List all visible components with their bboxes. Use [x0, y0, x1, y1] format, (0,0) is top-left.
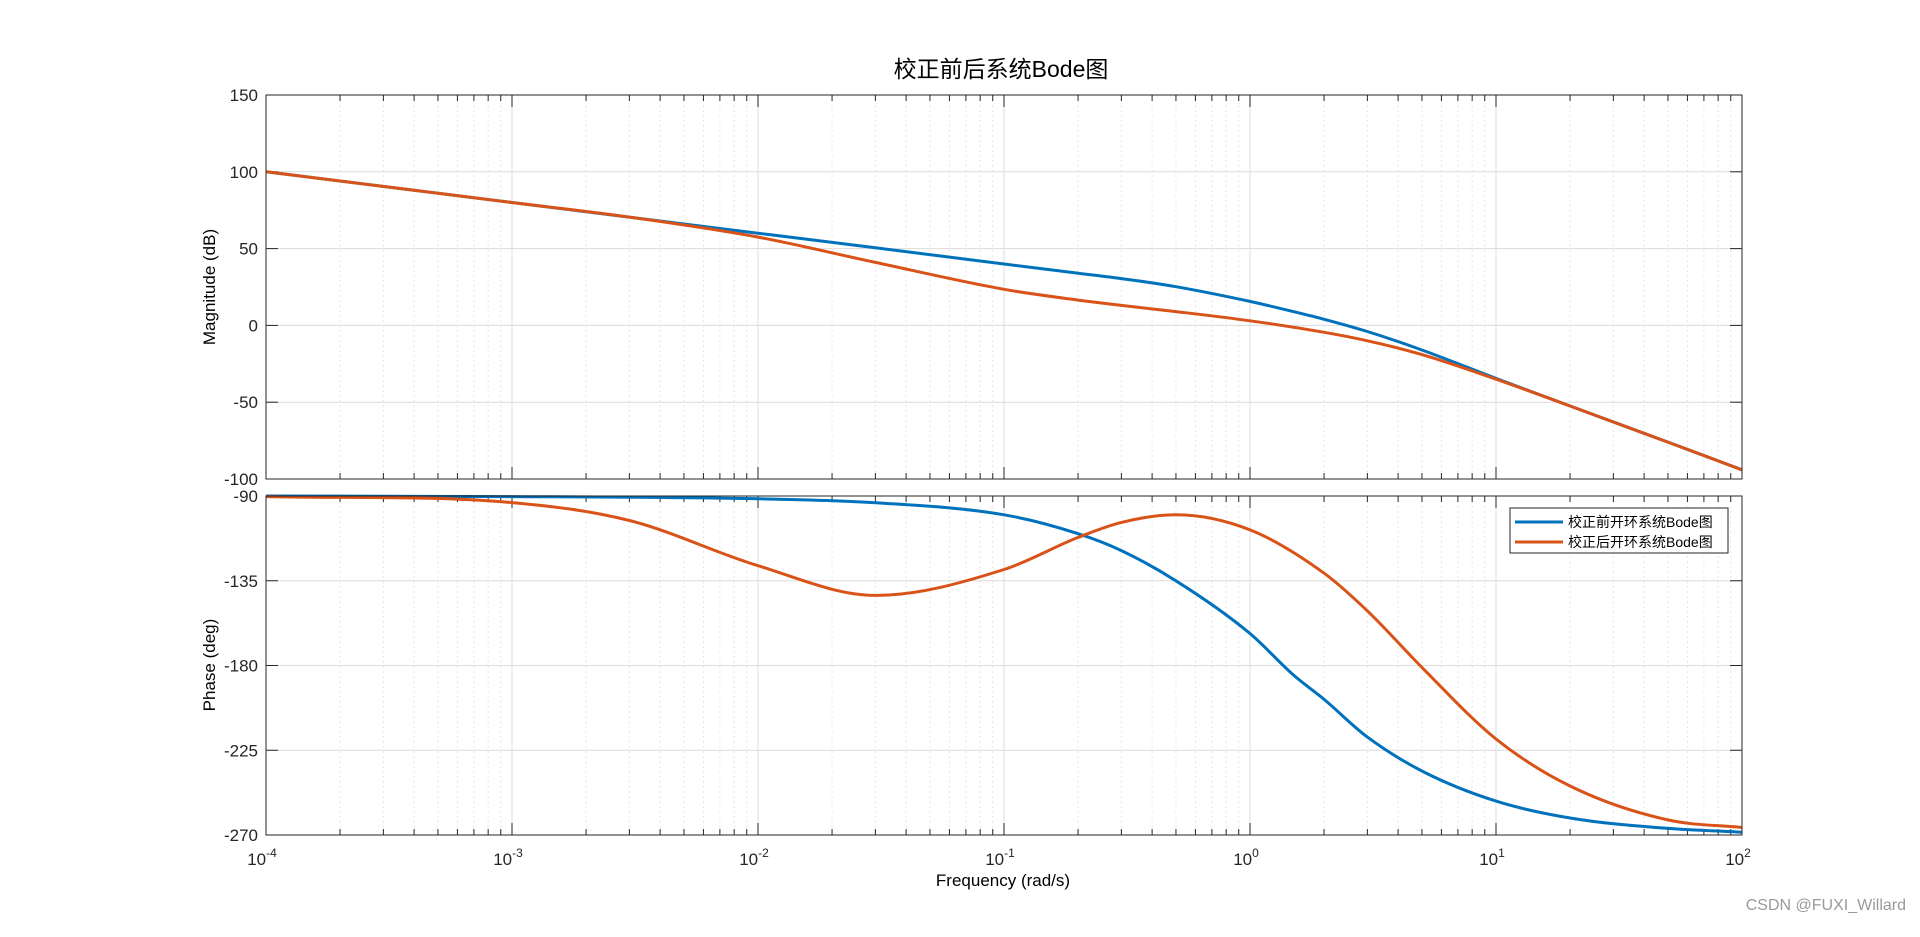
legend: 校正前开环系统Bode图 校正后开环系统Bode图 — [1509, 507, 1729, 554]
phase-line-series-1 — [265, 494, 1743, 834]
magnitude-axes-box — [265, 94, 1743, 480]
chart-title: 校正前后系统Bode图 — [894, 56, 1109, 82]
y-tick-label: -180 — [224, 657, 258, 676]
x-tick-label: 10-2 — [739, 846, 769, 869]
magnitude-y-axis-label: Magnitude (dB) — [200, 229, 219, 345]
phase-y-axis-label: Phase (deg) — [200, 619, 219, 712]
legend-label-series-1: 校正前开环系统Bode图 — [1568, 514, 1713, 530]
magnitude-line-series-2 — [265, 170, 1743, 472]
x-tick-label: 10-4 — [247, 846, 277, 869]
phase-y-tick-labels: -90 -135 -180 -225 -270 — [224, 487, 258, 845]
y-tick-label: 50 — [239, 240, 258, 259]
y-tick-label: -135 — [224, 572, 258, 591]
phase-axes-box — [265, 495, 1743, 836]
x-tick-labels: 10-4 10-3 10-2 10-1 100 101 102 — [247, 846, 1751, 869]
x-tick-label: 102 — [1725, 846, 1751, 869]
x-tick-label: 10-3 — [493, 846, 523, 869]
magnitude-plot: 150 100 50 0 -50 -100 Magnitude (dB) — [200, 86, 1743, 489]
y-tick-label: -100 — [224, 470, 258, 489]
legend-label-series-2: 校正后开环系统Bode图 — [1568, 534, 1713, 550]
x-tick-label: 10-1 — [985, 846, 1015, 869]
y-tick-label: 0 — [249, 316, 258, 335]
watermark: CSDN @FUXI_Willard — [1745, 897, 1906, 914]
legend-box — [1509, 507, 1729, 554]
x-tick-label: 100 — [1233, 846, 1259, 869]
y-tick-label: -50 — [233, 393, 258, 412]
magnitude-y-tick-labels: 150 100 50 0 -50 -100 — [224, 86, 258, 489]
x-tick-label: 101 — [1479, 846, 1505, 869]
y-tick-label: 100 — [230, 163, 258, 182]
phase-plot: -90 -135 -180 -225 -270 Phase (deg) 校正前开环系统B… — [200, 487, 1743, 845]
phase-series-lines — [265, 494, 1743, 834]
phase-line-series-2 — [265, 495, 1743, 829]
y-tick-label: -270 — [224, 826, 258, 845]
y-tick-label: 150 — [230, 86, 258, 105]
magnitude-series-lines — [265, 170, 1743, 472]
x-axis-label: Frequency (rad/s) — [936, 871, 1070, 890]
y-tick-label: -225 — [224, 741, 258, 760]
y-tick-label: -90 — [233, 487, 258, 506]
